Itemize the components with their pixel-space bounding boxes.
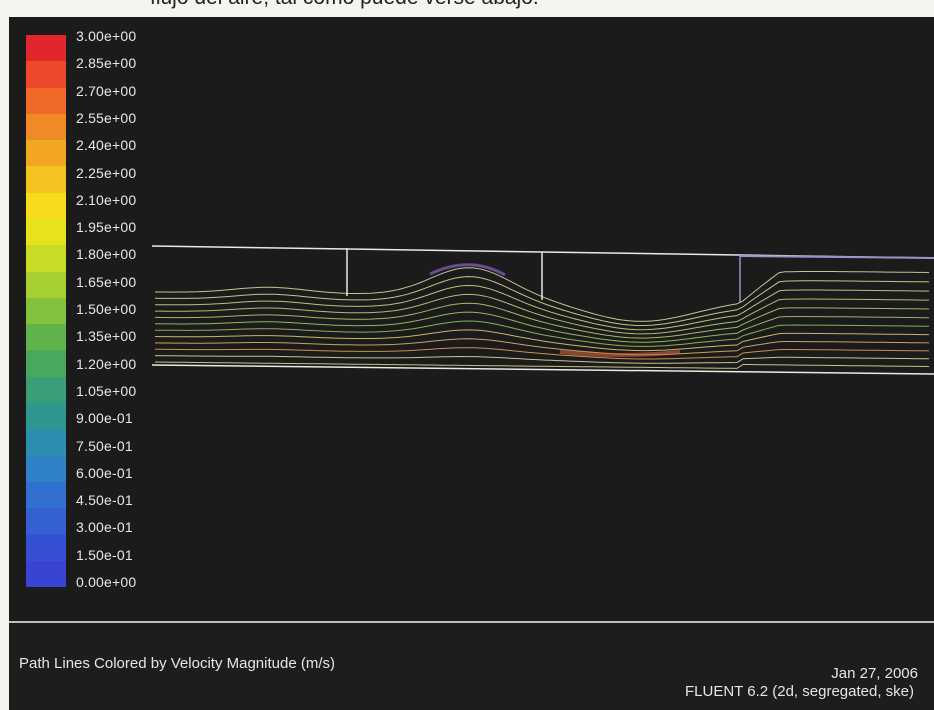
pathline xyxy=(154,284,930,331)
high-velocity-core xyxy=(559,350,681,357)
colorbar-label: 1.80e+00 xyxy=(76,246,137,263)
plot-title: Path Lines Colored by Velocity Magnitude… xyxy=(19,655,335,672)
colorbar-label: 1.35e+00 xyxy=(76,328,137,345)
recirculation-zone xyxy=(429,263,506,277)
colorbar-swatch xyxy=(26,140,66,167)
plot-date: Jan 27, 2006 xyxy=(831,665,918,682)
colorbar-label: 3.00e+00 xyxy=(76,28,137,44)
colorbar-swatch xyxy=(26,350,66,377)
pathline xyxy=(155,267,930,322)
colorbar-swatch xyxy=(26,481,66,509)
pathline xyxy=(154,329,929,352)
colorbar-label: 2.70e+00 xyxy=(76,82,137,99)
colorbar-label: 0.00e+00 xyxy=(76,574,137,590)
colorbar-label: 7.50e-01 xyxy=(76,437,133,454)
colorbar-swatch xyxy=(26,508,66,535)
colorbar-swatch xyxy=(26,376,66,403)
colorbar-labels: 3.00e+00 2.85e+00 2.70e+00 2.55e+00 2.40e+00… xyxy=(76,28,196,604)
pathlines-group xyxy=(154,267,930,369)
colorbar-swatch xyxy=(26,402,66,430)
colorbar-swatch xyxy=(26,87,66,114)
colorbar-label: 2.10e+00 xyxy=(76,191,137,208)
colorbar-label: 1.50e-01 xyxy=(76,546,133,563)
colorbar-swatch xyxy=(26,245,66,272)
colorbar-label: 2.25e+00 xyxy=(76,164,137,181)
pathline xyxy=(155,347,930,360)
pathline xyxy=(154,361,930,369)
pathline xyxy=(154,338,930,356)
colorbar-swatch xyxy=(26,61,66,88)
inlet-segment xyxy=(739,255,934,259)
velocity-colorbar xyxy=(26,35,66,587)
colorbar-swatch xyxy=(26,192,66,219)
colorbar-swatch xyxy=(26,560,66,587)
colorbar-label: 9.00e-01 xyxy=(76,410,133,427)
pathline xyxy=(154,355,930,364)
pathline xyxy=(154,311,929,343)
colorbar-label: 2.55e+00 xyxy=(76,109,137,126)
colorbar-swatch xyxy=(26,429,66,456)
colorbar-label: 2.40e+00 xyxy=(76,137,137,154)
pathline xyxy=(154,302,930,339)
colorbar-label: 6.00e-01 xyxy=(76,464,133,481)
colorbar-swatch xyxy=(26,166,66,193)
colorbar-swatch xyxy=(26,113,66,141)
colorbar-swatch xyxy=(26,324,66,351)
pathline xyxy=(154,276,930,327)
colorbar-label: 1.50e+00 xyxy=(76,301,137,317)
colorbar-swatch xyxy=(26,271,66,298)
plot-footer: Path Lines Colored by Velocity Magnitude… xyxy=(9,621,934,710)
colorbar-label: 2.85e+00 xyxy=(76,55,137,72)
channel-bottom-wall xyxy=(151,364,934,375)
pathline xyxy=(155,293,929,335)
pathline xyxy=(155,320,930,347)
colorbar-swatch xyxy=(26,35,66,62)
colorbar-label: 1.95e+00 xyxy=(76,219,137,236)
colorbar-label: 1.65e+00 xyxy=(76,273,137,290)
colorbar-swatch xyxy=(26,218,66,246)
pathlines-plot xyxy=(151,245,934,375)
colorbar-label: 3.00e-01 xyxy=(76,519,133,536)
colorbar-label: 1.20e+00 xyxy=(76,355,137,372)
page-caption-fragment: flujo del aire, tal como puede verse aba… xyxy=(150,0,539,10)
colorbar-swatch xyxy=(26,534,66,561)
solver-version: FLUENT 6.2 (2d, segregated, ske) xyxy=(685,683,914,700)
colorbar-label: 4.50e-01 xyxy=(76,492,133,509)
colorbar-label: 1.05e+00 xyxy=(76,382,137,399)
colorbar-swatch xyxy=(26,297,66,325)
colorbar-swatch xyxy=(26,455,66,482)
graphics-window xyxy=(9,17,934,621)
